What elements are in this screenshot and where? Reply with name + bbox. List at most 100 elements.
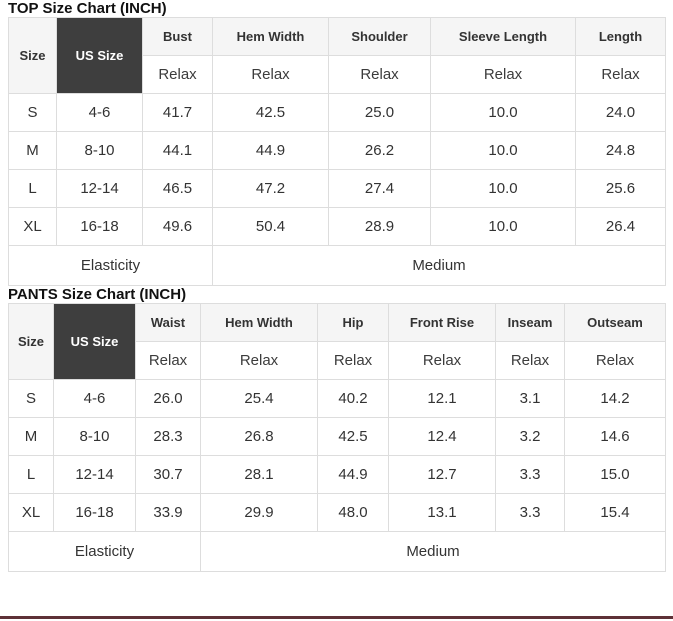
table-row: L 12-14 30.7 28.1 44.9 12.7 3.3 15.0 bbox=[8, 455, 666, 494]
value-cell: 26.4 bbox=[575, 207, 666, 246]
us-size-cell: 4-6 bbox=[53, 379, 136, 418]
value-cell: 10.0 bbox=[430, 93, 576, 132]
size-cell: S bbox=[8, 379, 54, 418]
top-fit-row: Relax Relax Relax Relax Relax bbox=[9, 55, 666, 94]
value-cell: 48.0 bbox=[317, 493, 389, 532]
value-cell: 3.1 bbox=[495, 379, 565, 418]
value-cell: 46.5 bbox=[142, 169, 213, 208]
top-header-hem-width: Hem Width bbox=[212, 17, 329, 56]
value-cell: 50.4 bbox=[212, 207, 329, 246]
pants-header-size: Size bbox=[8, 303, 54, 380]
value-cell: 49.6 bbox=[142, 207, 213, 246]
size-cell: S bbox=[8, 93, 57, 132]
us-size-cell: 12-14 bbox=[53, 455, 136, 494]
fit-cell: Relax bbox=[495, 341, 565, 380]
value-cell: 12.4 bbox=[388, 417, 496, 456]
us-size-cell: 16-18 bbox=[56, 207, 143, 246]
value-cell: 26.8 bbox=[200, 417, 318, 456]
pants-header-outseam: Outseam bbox=[564, 303, 666, 342]
pants-header-hip: Hip bbox=[317, 303, 389, 342]
value-cell: 29.9 bbox=[200, 493, 318, 532]
us-size-cell: 8-10 bbox=[53, 417, 136, 456]
fit-cell: Relax bbox=[212, 55, 329, 94]
value-cell: 33.9 bbox=[135, 493, 201, 532]
size-cell: XL bbox=[8, 493, 54, 532]
value-cell: 44.9 bbox=[317, 455, 389, 494]
table-row: L 12-14 46.5 47.2 27.4 10.0 25.6 bbox=[8, 169, 666, 208]
value-cell: 25.6 bbox=[575, 169, 666, 208]
top-header-row: Size US Size Bust Hem Width Shoulder Sle… bbox=[8, 17, 666, 94]
value-cell: 24.0 bbox=[575, 93, 666, 132]
fit-cell: Relax bbox=[200, 341, 318, 380]
us-size-cell: 16-18 bbox=[53, 493, 136, 532]
pants-size-chart-section: PANTS Size Chart (INCH) Size US Size Wai… bbox=[8, 286, 666, 572]
table-row: M 8-10 28.3 26.8 42.5 12.4 3.2 14.6 bbox=[8, 417, 666, 456]
top-header-us-size: US Size bbox=[56, 17, 143, 94]
size-cell: L bbox=[8, 169, 57, 208]
fit-cell: Relax bbox=[564, 341, 666, 380]
value-cell: 30.7 bbox=[135, 455, 201, 494]
elasticity-label: Elasticity bbox=[8, 245, 213, 286]
pants-header-inseam: Inseam bbox=[495, 303, 565, 342]
value-cell: 28.9 bbox=[328, 207, 431, 246]
value-cell: 15.0 bbox=[564, 455, 666, 494]
value-cell: 28.1 bbox=[200, 455, 318, 494]
fit-cell: Relax bbox=[142, 55, 213, 94]
table-row: S 4-6 26.0 25.4 40.2 12.1 3.1 14.2 bbox=[8, 379, 666, 418]
value-cell: 26.0 bbox=[135, 379, 201, 418]
pants-header-waist: Waist bbox=[135, 303, 201, 342]
top-header-sleeve-length: Sleeve Length bbox=[430, 17, 576, 56]
value-cell: 26.2 bbox=[328, 131, 431, 170]
fit-cell: Relax bbox=[328, 55, 431, 94]
elasticity-row: Elasticity Medium bbox=[8, 245, 666, 286]
value-cell: 42.5 bbox=[212, 93, 329, 132]
value-cell: 12.7 bbox=[388, 455, 496, 494]
elasticity-value: Medium bbox=[200, 531, 666, 572]
value-cell: 10.0 bbox=[430, 131, 576, 170]
fit-cell: Relax bbox=[430, 55, 576, 94]
pants-fit-row: Relax Relax Relax Relax Relax Relax bbox=[9, 341, 666, 380]
pants-header-row: Size US Size Waist Hem Width Hip Front R… bbox=[8, 303, 666, 380]
size-cell: L bbox=[8, 455, 54, 494]
value-cell: 44.9 bbox=[212, 131, 329, 170]
value-cell: 40.2 bbox=[317, 379, 389, 418]
us-size-cell: 12-14 bbox=[56, 169, 143, 208]
value-cell: 10.0 bbox=[430, 169, 576, 208]
top-size-chart-section: TOP Size Chart (INCH) Size US Size Bust … bbox=[8, 0, 666, 286]
fit-cell: Relax bbox=[575, 55, 666, 94]
elasticity-value: Medium bbox=[212, 245, 666, 286]
value-cell: 28.3 bbox=[135, 417, 201, 456]
fit-cell: Relax bbox=[135, 341, 201, 380]
pants-header-hem-width: Hem Width bbox=[200, 303, 318, 342]
elasticity-label: Elasticity bbox=[8, 531, 201, 572]
value-cell: 13.1 bbox=[388, 493, 496, 532]
table-row: M 8-10 44.1 44.9 26.2 10.0 24.8 bbox=[8, 131, 666, 170]
value-cell: 25.0 bbox=[328, 93, 431, 132]
value-cell: 14.6 bbox=[564, 417, 666, 456]
size-cell: M bbox=[8, 131, 57, 170]
value-cell: 10.0 bbox=[430, 207, 576, 246]
value-cell: 47.2 bbox=[212, 169, 329, 208]
value-cell: 44.1 bbox=[142, 131, 213, 170]
pants-chart-title: PANTS Size Chart (INCH) bbox=[8, 286, 187, 303]
us-size-cell: 4-6 bbox=[56, 93, 143, 132]
table-row: XL 16-18 49.6 50.4 28.9 10.0 26.4 bbox=[8, 207, 666, 246]
pants-header-us-size: US Size bbox=[53, 303, 136, 380]
table-row: XL 16-18 33.9 29.9 48.0 13.1 3.3 15.4 bbox=[8, 493, 666, 532]
fit-cell: Relax bbox=[388, 341, 496, 380]
top-header-shoulder: Shoulder bbox=[328, 17, 431, 56]
fit-cell: Relax bbox=[317, 341, 389, 380]
value-cell: 15.4 bbox=[564, 493, 666, 532]
size-cell: M bbox=[8, 417, 54, 456]
pants-size-table: Size US Size Waist Hem Width Hip Front R… bbox=[8, 303, 666, 572]
value-cell: 27.4 bbox=[328, 169, 431, 208]
top-chart-title: TOP Size Chart (INCH) bbox=[8, 0, 167, 17]
value-cell: 41.7 bbox=[142, 93, 213, 132]
value-cell: 14.2 bbox=[564, 379, 666, 418]
value-cell: 42.5 bbox=[317, 417, 389, 456]
value-cell: 3.2 bbox=[495, 417, 565, 456]
pants-header-front-rise: Front Rise bbox=[388, 303, 496, 342]
top-size-table: Size US Size Bust Hem Width Shoulder Sle… bbox=[8, 17, 666, 286]
top-header-bust: Bust bbox=[142, 17, 213, 56]
